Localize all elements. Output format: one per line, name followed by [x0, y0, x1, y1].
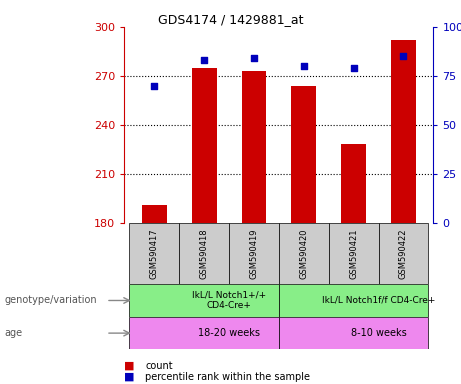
FancyBboxPatch shape: [329, 223, 378, 284]
FancyBboxPatch shape: [130, 284, 279, 317]
Text: ■: ■: [124, 372, 135, 382]
Bar: [291, 86, 316, 223]
Text: GSM590420: GSM590420: [299, 228, 308, 279]
Point: [350, 65, 357, 71]
Text: GSM590422: GSM590422: [399, 228, 408, 279]
Bar: [142, 205, 167, 223]
FancyBboxPatch shape: [179, 223, 229, 284]
Text: 18-20 weeks: 18-20 weeks: [198, 328, 260, 338]
Text: percentile rank within the sample: percentile rank within the sample: [145, 372, 310, 382]
Text: genotype/variation: genotype/variation: [5, 295, 97, 306]
Point: [250, 55, 258, 61]
Text: IkL/L Notch1+/+
CD4-Cre+: IkL/L Notch1+/+ CD4-Cre+: [192, 291, 266, 310]
Text: GSM590418: GSM590418: [200, 228, 209, 279]
FancyBboxPatch shape: [130, 223, 179, 284]
FancyBboxPatch shape: [279, 223, 329, 284]
Text: IkL/L Notch1f/f CD4-Cre+: IkL/L Notch1f/f CD4-Cre+: [322, 296, 435, 305]
Bar: [192, 68, 217, 223]
Point: [400, 53, 407, 59]
Text: age: age: [5, 328, 23, 338]
Point: [201, 57, 208, 63]
Text: ■: ■: [124, 361, 135, 371]
Text: GSM590417: GSM590417: [150, 228, 159, 279]
FancyBboxPatch shape: [279, 317, 428, 349]
Text: GDS4174 / 1429881_at: GDS4174 / 1429881_at: [158, 13, 303, 26]
FancyBboxPatch shape: [229, 223, 279, 284]
FancyBboxPatch shape: [378, 223, 428, 284]
Bar: [341, 144, 366, 223]
Text: GSM590419: GSM590419: [249, 228, 259, 279]
Text: count: count: [145, 361, 173, 371]
Point: [151, 83, 158, 89]
Text: GSM590421: GSM590421: [349, 228, 358, 279]
FancyBboxPatch shape: [130, 317, 279, 349]
Text: 8-10 weeks: 8-10 weeks: [351, 328, 407, 338]
FancyBboxPatch shape: [279, 284, 428, 317]
Bar: [242, 71, 266, 223]
Bar: [391, 40, 416, 223]
Point: [300, 63, 307, 69]
